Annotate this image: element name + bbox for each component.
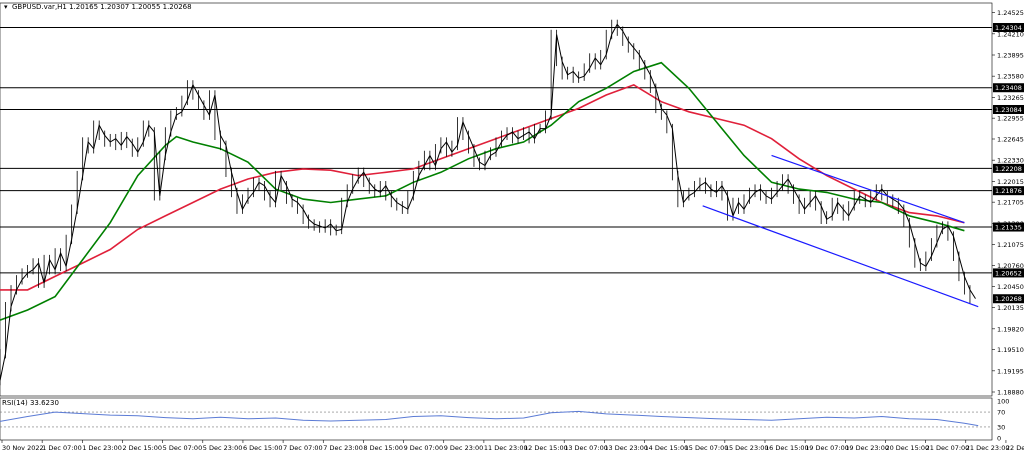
rsi-axis-label: 30: [997, 423, 1005, 431]
x-tick-label: 15 Dec 07:00: [685, 444, 729, 452]
level-label: 1.20652: [995, 269, 1022, 277]
y-tick-label: 1.22955: [997, 115, 1024, 123]
current-price-marker: 1.20268: [993, 294, 1024, 304]
price-series: [0, 23, 976, 381]
x-tick-label: 22 Dec 15:00: [1006, 444, 1024, 452]
x-tick-label: 12 Dec 15:00: [524, 444, 568, 452]
y-tick-label: 1.21390: [997, 220, 1024, 228]
y-tick-label: 1.22645: [997, 135, 1024, 143]
y-tick-label: 1.20760: [997, 262, 1024, 270]
level-label-box: [993, 23, 1024, 33]
x-tick-label: 5 Dec 07:00: [163, 444, 203, 452]
x-tick-label: 19 Dec 23:00: [845, 444, 889, 452]
level-label-box: [993, 104, 1024, 114]
price-pane: [0, 2, 993, 397]
y-tick-label: 1.19195: [997, 367, 1024, 375]
y-tick-label: 1.21705: [997, 199, 1024, 207]
x-tick-label: 6 Dec 15:00: [243, 444, 283, 452]
channel-upper-line: [771, 154, 965, 224]
x-tick-label: 11 Dec 23:00: [484, 444, 528, 452]
rsi-axis-label: 70: [997, 409, 1005, 417]
x-tick-label: 8 Dec 15:00: [363, 444, 403, 452]
y-tick-label: 1.20135: [997, 304, 1024, 312]
symbol-info: GBPUSD.var,H1 1.20165 1.20307 1.20055 1.…: [12, 3, 192, 11]
current-price-box: [993, 294, 1024, 304]
y-tick-label: 1.23265: [997, 94, 1024, 102]
y-tick-label: 1.21075: [997, 241, 1024, 249]
rsi-line: [0, 410, 979, 427]
x-tick-label: 1 Dec 23:00: [82, 444, 122, 452]
rsi-label: RSI(14) 33.6230: [2, 399, 59, 407]
level-label-box: [993, 268, 1024, 278]
y-tick-label: 1.19820: [997, 325, 1024, 333]
channel-lower-line: [702, 205, 979, 308]
x-tick-label: 9 Dec 23:00: [444, 444, 484, 452]
level-label: 1.21335: [995, 224, 1022, 232]
x-tick-label: 20 Dec 15:00: [885, 444, 929, 452]
rsi-axis-label: 0: [997, 435, 1001, 443]
current-price-label: 1.20268: [995, 295, 1022, 303]
y-tick-label: 1.23895: [997, 51, 1024, 59]
level-label-box: [993, 83, 1024, 93]
x-tick-label: 1 Dec 07:00: [42, 444, 82, 452]
x-tick-label: 19 Dec 07:00: [805, 444, 849, 452]
level-label-box: [993, 222, 1024, 232]
y-tick-label: 1.18880: [997, 389, 1024, 397]
y-tick-label: 1.23580: [997, 73, 1024, 81]
level-label: 1.24304: [995, 24, 1022, 32]
rsi-axis-label: 100: [997, 398, 1009, 406]
level-label: 1.23408: [995, 84, 1022, 92]
x-tick-label: 21 Dec 07:00: [926, 444, 970, 452]
price-axis: 1.24525 1.24210 1.23895 1.23580 1.23265 1.229…: [992, 9, 1024, 397]
header-triangle-icon[interactable]: ▾: [4, 3, 8, 11]
x-tick-label: 2 Dec 15:00: [122, 444, 162, 452]
x-tick-label: 13 Dec 07:00: [564, 444, 608, 452]
x-tick-label: 7 Dec 23:00: [323, 444, 363, 452]
x-tick-label: 13 Dec 23:00: [604, 444, 648, 452]
level-label: 1.23084: [995, 106, 1022, 114]
y-tick-label: 1.20450: [997, 283, 1024, 291]
y-tick-label: 1.19510: [997, 346, 1024, 354]
x-tick-label: 15 Dec 23:00: [725, 444, 769, 452]
x-tick-label: 5 Dec 23:00: [203, 444, 243, 452]
x-tick-label: 14 Dec 15:00: [645, 444, 689, 452]
y-tick-label: 1.24210: [997, 30, 1024, 38]
level-label-box: [993, 163, 1024, 173]
level-label-box: [993, 186, 1024, 196]
horizontal-levels: 1.24304 1.23408 1.23084 1.22208 1.21876 1.213…: [0, 23, 1024, 278]
level-label: 1.21876: [995, 187, 1022, 195]
descending-channel: [702, 154, 979, 308]
level-label: 1.22208: [995, 165, 1022, 173]
rsi-indicator: 100 70 30 0: [0, 398, 1009, 443]
ma-slow-line: [0, 84, 965, 291]
x-tick-label: 7 Dec 07:00: [283, 444, 323, 452]
x-tick-label: 21 Dec 23:00: [966, 444, 1010, 452]
x-tick-label: 16 Dec 15:00: [765, 444, 809, 452]
y-tick-label: 1.22330: [997, 157, 1024, 165]
x-tick-label: 30 Nov 2022: [2, 444, 44, 452]
x-tick-label: 9 Dec 07:00: [404, 444, 444, 452]
y-tick-label: 1.22015: [997, 178, 1024, 186]
rsi-pane: [0, 397, 993, 441]
y-tick-label: 1.24525: [997, 9, 1024, 17]
